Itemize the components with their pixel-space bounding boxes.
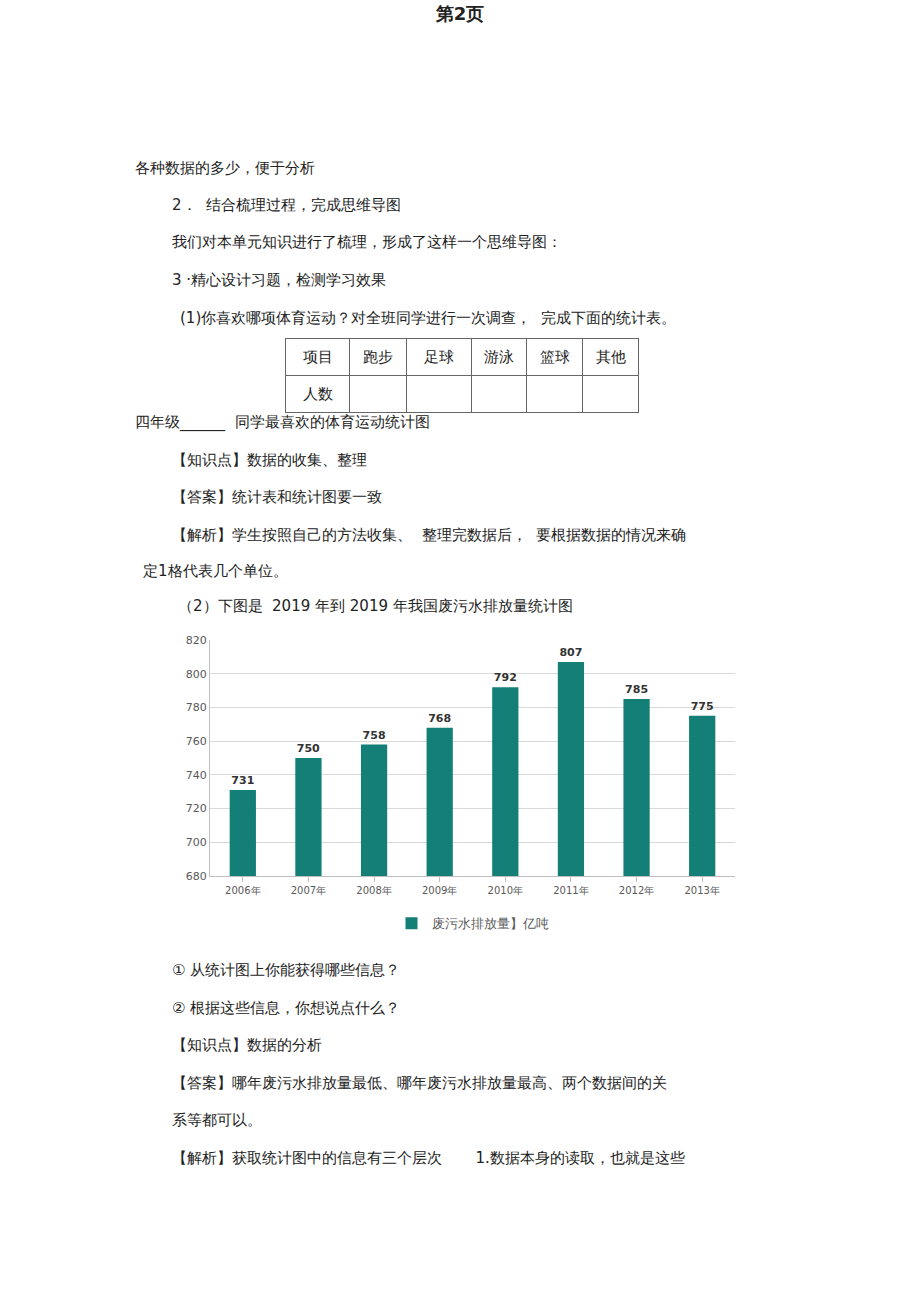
html-text:篮球: 篮球 <box>539 347 570 366</box>
html-text:系等都可以。: 系等都可以。 <box>172 1111 262 1129</box>
svg-text:820: 820 <box>186 634 207 647</box>
svg-text:2010年: 2010年 <box>488 885 523 896</box>
svg-text:2011年: 2011年 <box>553 885 588 896</box>
html-text:人数: 人数 <box>302 384 333 403</box>
html-text:(1)你喜欢哪项体育运动？对全班同学进行一次调查， 完成下面: (1)你喜欢哪项体育运动？对全班同学进行一次调查， 完成下面的统计表。 <box>180 309 676 327</box>
svg-text:2008年: 2008年 <box>356 885 391 896</box>
html-text:游泳: 游泳 <box>484 347 514 366</box>
html-text:四年级______ 同学最喜欢的体育运动统计图: 四年级______ 同学最喜欢的体育运动统计图 <box>135 413 430 431</box>
svg-text:680: 680 <box>186 870 207 883</box>
html-text:其他: 其他 <box>595 347 626 366</box>
svg-text:740: 740 <box>186 769 207 782</box>
svg-text:2007年: 2007年 <box>291 885 326 896</box>
svg-text:731: 731 <box>231 774 254 787</box>
html-text:② 根据这些信息，你想说点什么？: ② 根据这些信息，你想说点什么？ <box>172 999 401 1017</box>
html-text:【解析】获取统计图中的信息有三个层次 1.数据本身的读取，也: 【解析】获取统计图中的信息有三个层次 1.数据本身的读取，也就是这些 <box>172 1149 685 1167</box>
svg-text:720: 720 <box>186 802 207 815</box>
svg-text:750: 750 <box>297 742 320 755</box>
html-text:【解析】学生按照自己的方法收集、 整理完数据后， 要根据数据: 【解析】学生按照自己的方法收集、 整理完数据后， 要根据数据的情况来确 <box>172 526 687 544</box>
html-text:【答案】哪年废污水排放量最低、哪年废污水排放量最高、两个数据: 【答案】哪年废污水排放量最低、哪年废污水排放量最高、两个数据间的关 <box>172 1074 667 1092</box>
svg-text:2006年: 2006年 <box>225 885 260 896</box>
svg-text:768: 768 <box>428 712 451 725</box>
html-text:【知识点】数据的分析: 【知识点】数据的分析 <box>172 1036 322 1054</box>
html-text:项目: 项目 <box>302 347 333 366</box>
html-text:跑步: 跑步 <box>363 347 393 366</box>
html-text:我们对本单元知识进行了梳理，形成了这样一个思维导图：: 我们对本单元知识进行了梳理，形成了这样一个思维导图： <box>172 233 562 251</box>
html-text:【知识点】数据的收集、整理: 【知识点】数据的收集、整理 <box>172 451 367 469</box>
html-text:各种数据的多少，便于分析: 各种数据的多少，便于分析 <box>135 159 315 177</box>
svg-text:775: 775 <box>691 700 714 713</box>
html-text:定1格代表几个单位。: 定1格代表几个单位。 <box>143 562 288 580</box>
svg-text:760: 760 <box>186 735 207 748</box>
html-text:① 从统计图上你能获得哪些信息？: ① 从统计图上你能获得哪些信息？ <box>172 961 401 979</box>
svg-text:700: 700 <box>186 836 207 849</box>
html-text:3 ·精心设计习题，检测学习效果: 3 ·精心设计习题，检测学习效果 <box>172 271 387 289</box>
svg-text:792: 792 <box>494 671 517 684</box>
svg-text:2013年: 2013年 <box>684 885 719 896</box>
svg-text:758: 758 <box>363 729 386 742</box>
html-text:足球: 足球 <box>424 347 454 366</box>
svg-text:780: 780 <box>186 701 207 714</box>
html-text:2． 结合梳理过程，完成思维导图: 2． 结合梳理过程，完成思维导图 <box>172 196 402 214</box>
html-text:（2）下图是 2019 年到 2019 年我国废污水排放量统: （2）下图是 2019 年到 2019 年我国废污水排放量统计图 <box>178 597 573 615</box>
html-text:【答案】统计表和统计图要一致: 【答案】统计表和统计图要一致 <box>172 488 382 506</box>
svg-text:废污水排放量】亿吨: 废污水排放量】亿吨 <box>432 916 549 931</box>
svg-text:2009年: 2009年 <box>422 885 457 896</box>
svg-text:2012年: 2012年 <box>619 885 654 896</box>
html-text:第2页: 第2页 <box>435 3 485 24</box>
svg-text:807: 807 <box>559 646 582 659</box>
svg-text:785: 785 <box>625 683 648 696</box>
svg-text:800: 800 <box>186 668 207 681</box>
